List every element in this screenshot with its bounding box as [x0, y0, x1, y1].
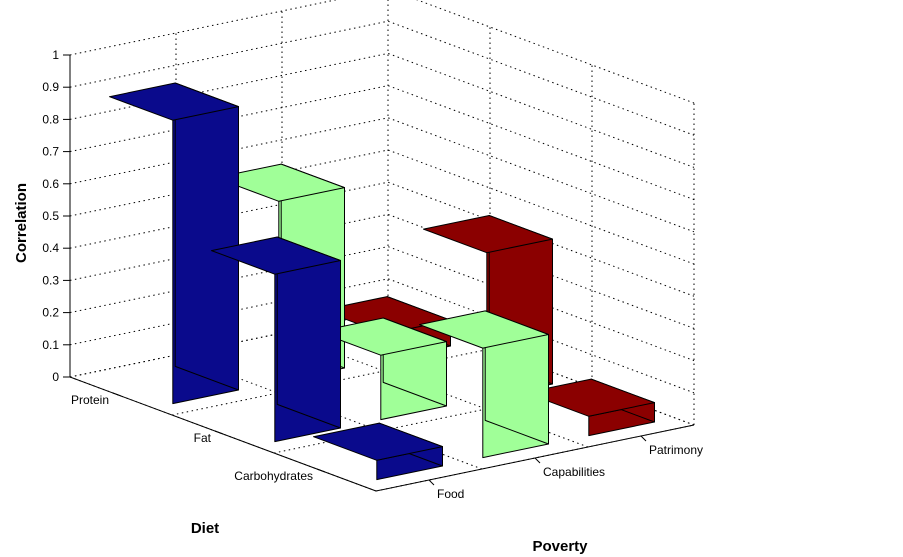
labels-layer: Correlation Diet Poverty 0 0.1 0.2 0.3 0.4 0.…: [13, 48, 703, 555]
bars-layer: [109, 82, 655, 481]
z-tick-label: 0.6: [42, 177, 59, 191]
x-tick-label: Food: [437, 487, 464, 501]
x-tick: [428, 479, 435, 486]
bar-top-face: [313, 422, 443, 461]
z-tick-label: 0: [52, 370, 59, 384]
z-axis-title: Correlation: [13, 183, 30, 263]
x-tick-label: Capabilities: [543, 465, 605, 479]
bar-side-face: [174, 82, 239, 391]
z-tick-label: 0.8: [42, 112, 59, 126]
x-axis-title: Poverty: [532, 538, 588, 555]
z-gridline: [69, 117, 695, 233]
y-tick-label: Fat: [194, 431, 212, 445]
z-gridline: [69, 181, 695, 297]
z-tick-label: 0.1: [42, 338, 59, 352]
y-tick: [112, 392, 122, 397]
x-tick: [534, 457, 541, 464]
z-tick-label: 0.4: [42, 241, 59, 255]
axis-layer: [63, 54, 695, 492]
bar-capabilities-carbohydrates: [419, 310, 549, 459]
bar-top-face: [423, 215, 553, 254]
y-tick: [214, 430, 224, 435]
bar-patrimony-carbohydrates: [525, 378, 655, 437]
z-tick-label: 0.9: [42, 80, 59, 94]
x-tick: [640, 435, 647, 442]
z-tick-label: 0.7: [42, 145, 59, 159]
bar-food-carbohydrates: [313, 422, 443, 481]
bar-top-face: [215, 163, 345, 202]
y-tick: [316, 468, 326, 473]
z-tick-label: 0.2: [42, 306, 59, 320]
bar-top-face: [419, 310, 549, 349]
bar-top-face: [109, 82, 239, 121]
bar-top-face: [525, 378, 655, 417]
y-axis-title: Diet: [191, 520, 219, 537]
z-tick-label: 0.3: [42, 273, 59, 287]
bar-capabilities-fat: [317, 317, 447, 421]
z-tick-label: 0.5: [42, 209, 59, 223]
z-gridline: [69, 149, 695, 265]
z-gridline: [69, 20, 695, 136]
x-tick-label: Patrimony: [649, 443, 703, 457]
bar-top-face: [317, 317, 447, 356]
bar-food-protein: [109, 82, 239, 405]
y-tick-label: Carbohydrates: [234, 469, 313, 483]
y-tick-label: Protein: [71, 393, 109, 407]
bar-top-face: [211, 236, 341, 275]
bar-food-fat: [211, 236, 341, 443]
z-tick-label: 1: [52, 48, 59, 62]
